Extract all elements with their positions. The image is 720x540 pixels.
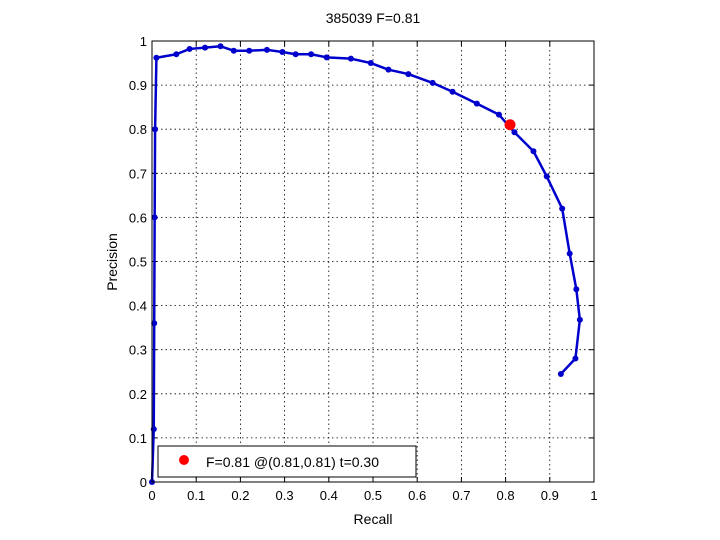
pr-curve-point	[152, 126, 159, 133]
pr-curve-point	[263, 46, 270, 53]
pr-curve-point	[151, 214, 158, 221]
x-axis-label: Recall	[354, 511, 393, 527]
pr-curve-point	[572, 355, 579, 362]
y-tick-label: 0.3	[129, 343, 147, 358]
x-tick-label: 0.1	[187, 488, 205, 503]
pr-curve-point	[473, 100, 480, 107]
x-tick-label: 0.4	[320, 488, 338, 503]
pr-curve-point	[279, 49, 286, 56]
x-tick-label: 1	[590, 488, 597, 503]
x-tick-label: 0.7	[452, 488, 470, 503]
x-tick-label: 0.2	[231, 488, 249, 503]
y-tick-label: 1	[140, 34, 147, 49]
legend-box	[157, 445, 417, 478]
pr-curve-point	[153, 54, 160, 61]
grid-lines	[152, 41, 594, 482]
pr-curve-point	[186, 45, 193, 52]
plot-frame	[151, 40, 595, 483]
pr-curve-point	[573, 286, 580, 293]
y-tick-label: 0.9	[129, 78, 147, 93]
legend: F=0.81 @(0.81,0.81) t=0.30	[157, 445, 417, 478]
pr-curve-point	[151, 320, 158, 327]
legend-text: F=0.81 @(0.81,0.81) t=0.30	[206, 454, 379, 470]
pr-curve-point	[202, 44, 209, 51]
pr-curve-point	[559, 205, 566, 212]
pr-curve-point	[543, 173, 550, 180]
x-tick-label: 0.8	[497, 488, 515, 503]
pr-curve-point	[557, 370, 564, 377]
legend-marker	[179, 455, 189, 465]
pr-curve-point	[347, 55, 354, 62]
pr-curve-point	[530, 148, 537, 155]
pr-curve-point	[449, 88, 456, 95]
y-tick-label: 0.7	[129, 166, 147, 181]
pr-curve-point	[246, 47, 253, 54]
x-tick-label: 0.6	[408, 488, 426, 503]
pr-curve-point	[566, 250, 573, 257]
pr-curve-point	[429, 79, 436, 86]
pr-curve-point	[308, 51, 315, 58]
best-f-point	[504, 119, 516, 131]
y-tick-label: 0.5	[129, 255, 147, 270]
chart-title: 385039 F=0.81	[326, 10, 421, 26]
pr-curve-point	[576, 316, 583, 323]
pr-curve-point	[405, 71, 412, 78]
x-tick-label: 0.5	[364, 488, 382, 503]
pr-curve-point	[385, 66, 392, 73]
axis-ticks: 0 0.1 0.2 0.3 0.4 0.5 0.6 0.7 0.8 0.9 1 0 0.1 0.2 0.3 0…	[129, 34, 598, 503]
pr-curve-point	[292, 51, 299, 58]
x-tick-label: 0	[148, 488, 155, 503]
pr-curve-point	[511, 129, 518, 136]
pr-curve-point	[230, 47, 237, 54]
pr-curve-point	[323, 54, 330, 61]
y-tick-label: 0.2	[129, 387, 147, 402]
pr-curve-point	[173, 51, 180, 58]
pr-curve-line	[150, 45, 582, 483]
y-tick-label: 0.4	[129, 299, 147, 314]
y-tick-label: 0.1	[129, 431, 147, 446]
y-tick-label: 0.6	[129, 210, 147, 225]
x-tick-label: 0.3	[276, 488, 294, 503]
pr-curve-point	[495, 111, 502, 118]
y-axis-label: Precision	[104, 233, 120, 291]
x-tick-label: 0.9	[541, 488, 559, 503]
y-tick-label: 0.8	[129, 122, 147, 137]
data-series	[149, 43, 583, 485]
y-tick-label: 0	[140, 475, 147, 490]
pr-curve-point	[217, 43, 224, 50]
pr-curve-point	[367, 60, 374, 67]
